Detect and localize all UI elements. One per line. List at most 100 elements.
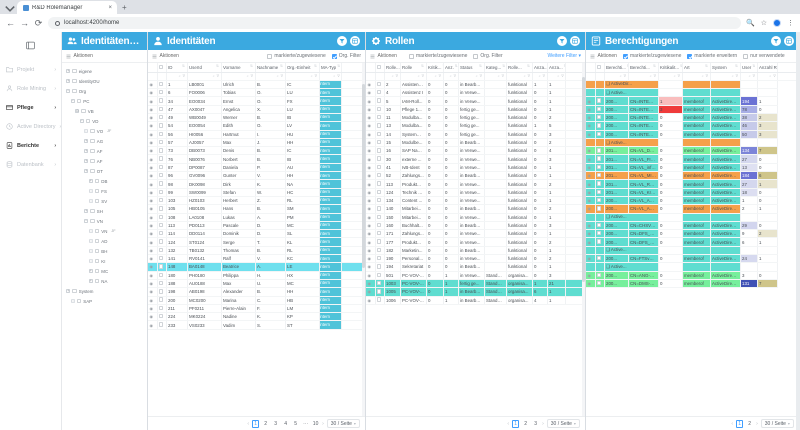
tree-toggle-icon[interactable]: +	[66, 78, 71, 84]
row-expand-icon[interactable]: ◉	[366, 163, 376, 173]
column-filter-cell[interactable]: ⌕ ∇	[682, 72, 711, 81]
table-row[interactable]: ◉ 52 Zahlungs... 0 0 in Bearb... funktional 0 1	[366, 171, 585, 181]
avatar[interactable]	[773, 19, 781, 27]
table-row[interactable]: ◉ 148 BA0148 Beatrice A. LE intern	[148, 262, 365, 272]
tree-node[interactable]: ⊙ VB	[66, 106, 147, 116]
row-expand-icon[interactable]: ◉	[366, 138, 376, 148]
table-row[interactable]: ◉ 1 LB0001 Ulrich B. IC intern	[148, 80, 365, 90]
funnel-icon[interactable]: ∇	[182, 74, 185, 79]
row-expand-icon[interactable]: ◉	[366, 279, 376, 289]
row-expand-icon[interactable]: ◉	[148, 163, 158, 173]
table-row[interactable]: ◉ 108 LA0108 Lukas A. PM intern	[148, 213, 365, 222]
table-row[interactable]: ◉ 200... CN=VL_ANL... 0 memberof ActiveDirect…	[586, 196, 799, 206]
row-expand-icon[interactable]: ◉	[366, 287, 376, 297]
checkbox-assigned-roles[interactable]: markierte/zugewiesene	[408, 53, 467, 59]
table-row[interactable]: ◉ 200... CN=INTERN... 0 memberof ActiveDirect…	[586, 113, 799, 123]
tree-node[interactable]: □ KI	[66, 256, 147, 266]
sort-icon[interactable]: ⇅	[420, 64, 424, 69]
row-expand-icon[interactable]: ◉	[586, 229, 596, 239]
table-row[interactable]: ◉ 211 PF0211 Pierre-Alain F. LM intern	[148, 304, 365, 314]
table-row[interactable]: ◉ 15 Modulbe... 0 0 in Bearb... funktional 0 2	[366, 138, 585, 148]
row-checkbox[interactable]	[595, 146, 605, 156]
tree-toggle-icon[interactable]: −	[79, 118, 84, 124]
sort-icon[interactable]: ⇅	[627, 65, 628, 69]
table-row[interactable]: ◉ 200... CN=ANG-SE... 0 memberof ActiveDirect…	[586, 271, 799, 280]
row-expand-icon[interactable]: ◉	[366, 188, 376, 197]
sort-icon[interactable]: ⇅	[478, 64, 482, 69]
search-icon[interactable]: ⌕	[475, 74, 478, 79]
row-expand-icon[interactable]: ◉	[586, 279, 596, 289]
tree-toggle-icon[interactable]: +	[88, 178, 93, 184]
sort-icon[interactable]: ⇅	[181, 64, 185, 69]
tree-node[interactable]: + AF	[66, 156, 147, 166]
column-filter-cell[interactable]: ⌕ ∇	[187, 72, 222, 81]
table-row[interactable]: ◉ 233 VS0233 Vadim S. ST intern	[148, 320, 365, 330]
row-expand-icon[interactable]: ◉	[366, 154, 376, 164]
table-row[interactable]: ◉ 188 AU0188 Max U. MC intern	[148, 279, 365, 289]
row-expand-icon[interactable]: ◉	[366, 105, 376, 115]
funnel-icon[interactable]: ∇	[421, 74, 424, 79]
row-expand-icon[interactable]: ◉	[148, 171, 158, 181]
row-expand-icon[interactable]: ◉	[366, 113, 376, 123]
row-expand-icon[interactable]: ◉	[148, 105, 158, 115]
tree-checkbox[interactable]	[90, 148, 95, 154]
table-row[interactable]: ◉ 14 Systemwa... 0 0 fertig ge... funktional 0 3	[366, 130, 585, 139]
funnel-icon[interactable]: ∇	[314, 74, 317, 79]
table-row[interactable]: ◉ 57 AJ0057 Max J. HH intern	[148, 138, 365, 148]
column-header[interactable]: User ⇅	[740, 63, 758, 73]
column-filter-cell[interactable]: ⌕ ∇	[384, 72, 401, 81]
search-icon[interactable]: ⌕	[769, 74, 772, 79]
tree-checkbox[interactable]	[94, 248, 100, 254]
search-icon[interactable]: ⌕	[523, 74, 526, 79]
column-filter-cell[interactable]: ⌕ ∇	[484, 72, 507, 81]
actions-menu-roles[interactable]: Aktionen	[370, 53, 397, 59]
header-select-all[interactable]	[157, 63, 167, 73]
funnel-icon[interactable]: ∇	[501, 74, 504, 79]
row-expand-icon[interactable]: ◉	[148, 121, 158, 131]
sort-icon[interactable]: ⇅	[454, 64, 458, 69]
file-icon[interactable]: □	[88, 198, 93, 204]
table-group-row[interactable]: ❑ Active...	[586, 88, 799, 98]
row-checkbox[interactable]	[375, 96, 385, 106]
row-checkbox[interactable]	[375, 271, 385, 280]
tree-checkbox[interactable]	[76, 298, 82, 304]
column-header[interactable]: Rolle... ⇅	[506, 63, 533, 73]
next-page-button[interactable]: ›	[542, 420, 544, 427]
tree-node[interactable]: + OT	[66, 166, 147, 176]
sort-icon[interactable]: ⇅	[734, 64, 738, 69]
page-button[interactable]: 1	[736, 419, 744, 428]
tree-node[interactable]: □ BH	[66, 246, 147, 256]
page-button[interactable]: 3	[534, 420, 537, 427]
checkbox-assigned-permissions[interactable]: markierte/zugewiesene	[622, 53, 681, 59]
tree-checkbox[interactable]	[90, 128, 95, 134]
row-checkbox[interactable]	[595, 130, 605, 139]
table-filter-row[interactable]: ⌕ ∇ ⌕ ∇ ⌕ ∇ ⌕ ∇ ⌕ ∇ ⌕ ∇ ⌕ ∇ ⌕ ∇ ⌕ ∇	[366, 72, 585, 81]
table-row[interactable]: ◉ 56 HI0056 Hartmut I. HU intern	[148, 130, 365, 139]
table-row[interactable]: ◉ 194 Sekretariat 0 0 in Bearb... funktional 0 1	[366, 262, 585, 272]
row-expand-icon[interactable]: ◉	[366, 254, 376, 264]
row-expand-icon[interactable]: ◉	[366, 229, 376, 239]
row-checkbox[interactable]	[157, 146, 167, 156]
row-expand-icon[interactable]: ◉	[148, 113, 158, 123]
table-row[interactable]: ◉ 49 WB0049 Werner B. IB intern	[148, 113, 365, 123]
search-icon[interactable]: ⌕	[434, 74, 437, 79]
scrollbar-identities[interactable]	[362, 63, 365, 416]
sort-icon[interactable]: ⇅	[337, 64, 341, 69]
row-checkbox[interactable]	[157, 213, 167, 222]
row-checkbox[interactable]	[375, 279, 385, 289]
row-checkbox[interactable]	[157, 113, 167, 123]
row-checkbox[interactable]	[375, 163, 385, 173]
column-header[interactable]: UserId ⇅	[187, 63, 222, 73]
page-button[interactable]: 1	[252, 419, 260, 428]
column-filter-cell[interactable]: ⌕ ∇	[547, 72, 567, 81]
tree-checkbox[interactable]	[76, 98, 82, 104]
table-row[interactable]: ◉ 99 SW0099 Stefan W. HC intern	[148, 188, 365, 197]
row-expand-icon[interactable]: ◉	[366, 179, 376, 189]
file-icon[interactable]: □	[84, 128, 89, 134]
row-checkbox[interactable]	[157, 246, 167, 256]
row-expand-icon[interactable]: ◉	[148, 138, 158, 148]
table-row[interactable]: ◉ 200... CN=DMS-G... 0 memberof ActiveDirect.…	[586, 279, 799, 289]
table-group-row[interactable]: ❑ ActiveDir...	[586, 80, 799, 90]
search-icon[interactable]: ⌕	[212, 74, 215, 79]
row-expand-icon[interactable]: ◉	[148, 188, 158, 197]
